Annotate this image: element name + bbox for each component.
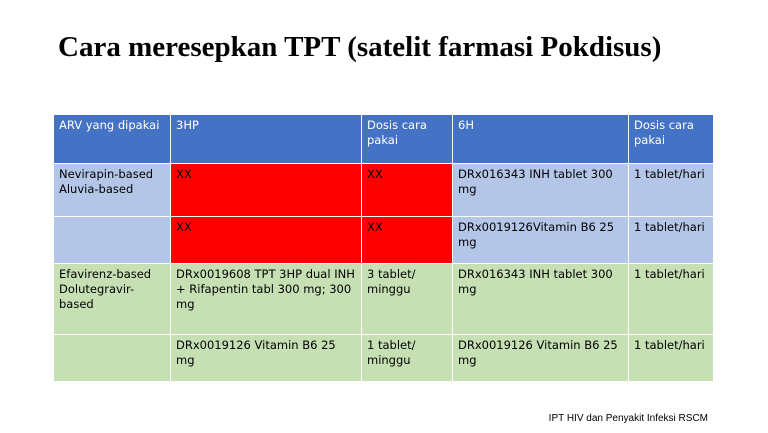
table-row: XX XX DRx0019126Vitamin B6 25 mg 1 table… [53, 216, 714, 264]
cell-dosis-3hp: XX [361, 216, 453, 264]
cell-arv: Efavirenz-based Dolutegravir-based [53, 263, 171, 335]
cell-6h: DRx0019126 Vitamin B6 25 mg [452, 334, 629, 382]
cell-dosis-6h: 1 tablet/hari [628, 263, 714, 335]
header-dosis-6h: Dosis cara pakai [628, 114, 714, 164]
cell-arv [53, 216, 171, 264]
cell-3hp: DRx0019608 TPT 3HP dual INH + Rifapentin… [170, 263, 362, 335]
cell-6h: DRx0019126Vitamin B6 25 mg [452, 216, 629, 264]
cell-3hp: XX [170, 163, 362, 217]
cell-dosis-3hp: XX [361, 163, 453, 217]
header-3hp: 3HP [170, 114, 362, 164]
table-row: Nevirapin-based Aluvia-based XX XX DRx01… [53, 163, 714, 217]
cell-dosis-6h: 1 tablet/hari [628, 163, 714, 217]
cell-arv [53, 334, 171, 382]
cell-dosis-6h: 1 tablet/hari [628, 334, 714, 382]
header-arv: ARV yang dipakai [53, 114, 171, 164]
cell-3hp: XX [170, 216, 362, 264]
cell-dosis-3hp: 3 tablet/ minggu [361, 263, 453, 335]
cell-arv: Nevirapin-based Aluvia-based [53, 163, 171, 217]
slide-title: Cara meresepkan TPT (satelit farmasi Pok… [58, 31, 662, 63]
tpt-prescription-table: ARV yang dipakai 3HP Dosis cara pakai 6H… [53, 114, 714, 382]
cell-6h: DRx016343 INH tablet 300 mg [452, 163, 629, 217]
cell-3hp: DRx0019126 Vitamin B6 25 mg [170, 334, 362, 382]
table-row: DRx0019126 Vitamin B6 25 mg 1 tablet/ mi… [53, 334, 714, 382]
cell-6h: DRx016343 INH tablet 300 mg [452, 263, 629, 335]
header-6h: 6H [452, 114, 629, 164]
table-row: Efavirenz-based Dolutegravir-based DRx00… [53, 263, 714, 335]
cell-dosis-6h: 1 tablet/hari [628, 216, 714, 264]
table-header-row: ARV yang dipakai 3HP Dosis cara pakai 6H… [53, 114, 714, 164]
cell-dosis-3hp: 1 tablet/ minggu [361, 334, 453, 382]
header-dosis-3hp: Dosis cara pakai [361, 114, 453, 164]
footer-source: IPT HIV dan Penyakit Infeksi RSCM [548, 413, 708, 424]
